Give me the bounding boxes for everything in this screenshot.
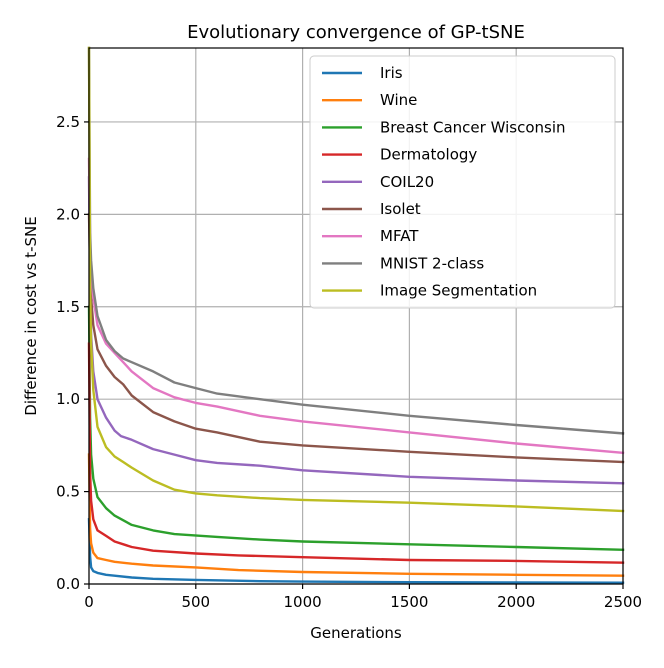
legend-label: Dermatology (380, 146, 477, 164)
series-line-isolet (87, 213, 625, 464)
series-line-iris (87, 518, 625, 584)
x-tick-label: 500 (181, 593, 210, 611)
x-tick-label: 1500 (390, 593, 428, 611)
series-line-dermatology (87, 342, 625, 564)
y-tick-label: 2.5 (56, 113, 80, 131)
y-axis-label: Difference in cost vs t-SNE (22, 216, 40, 415)
series-line-wine (87, 453, 625, 577)
y-tick-label: 0.0 (56, 575, 80, 593)
legend-label: Iris (380, 64, 403, 82)
x-tick-label: 0 (84, 593, 94, 611)
legend-label: MNIST 2-class (380, 254, 484, 272)
y-tick-label: 2.0 (56, 205, 80, 223)
chart-title: Evolutionary convergence of GP-tSNE (187, 22, 525, 43)
legend-label: Isolet (380, 200, 421, 218)
ticks: 0 500 1000 1500 2000 2500 0.0 0.5 1.0 1.5 2.0 2.5 (56, 113, 642, 611)
legend-label: COIL20 (380, 173, 434, 191)
y-tick-label: 1.5 (56, 298, 80, 316)
legend-label: MFAT (380, 227, 419, 245)
x-tick-label: 1000 (284, 593, 322, 611)
legend-label: Breast Cancer Wisconsin (380, 118, 566, 136)
y-tick-label: 1.0 (56, 390, 80, 408)
plot-frame (88, 47, 624, 585)
series-layer (87, 46, 625, 584)
series-line-mnist-2-class (87, 46, 625, 435)
x-tick-label: 2000 (497, 593, 535, 611)
x-tick-label: 2500 (604, 593, 642, 611)
legend-box (309, 55, 616, 309)
legend-label: Image Segmentation (380, 282, 537, 300)
series-line-breast-cancer-wisconsin (87, 305, 625, 552)
x-axis-label: Generations (310, 624, 402, 642)
legend-label: Wine (380, 91, 417, 109)
series-line-image-segmentation (87, 46, 625, 513)
legend: Iris Wine Breast Cancer Wisconsin Dermatolo… (309, 55, 616, 309)
y-tick-label: 0.5 (56, 483, 80, 501)
